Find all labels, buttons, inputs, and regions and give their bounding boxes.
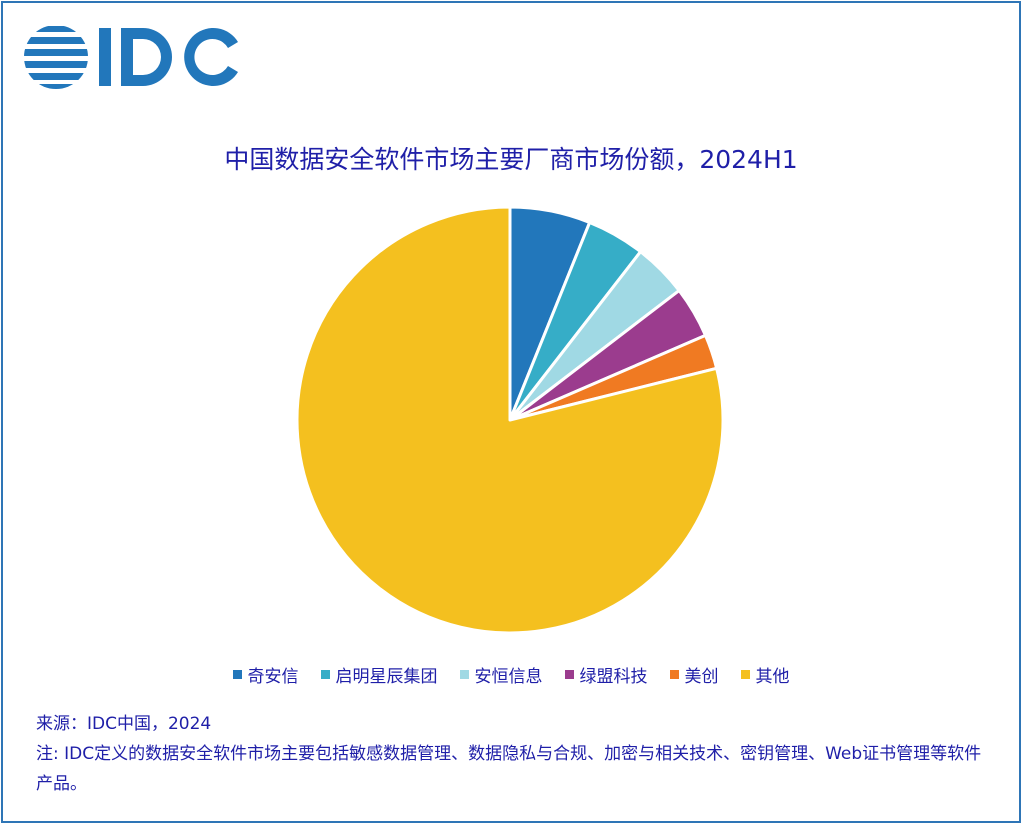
legend-label: 美创 <box>684 667 719 687</box>
chart-title: 中国数据安全软件市场主要厂商市场份额，2024H1 <box>224 145 798 174</box>
legend-swatch <box>669 670 679 679</box>
legend-item: 其他 <box>740 662 790 687</box>
legend-item: 启明星辰集团 <box>320 662 438 687</box>
pie-slice-5 <box>295 205 725 635</box>
definition-note: 注: IDC定义的数据安全软件市场主要包括敏感数据管理、数据隐私与合规、加密与相… <box>36 744 982 794</box>
legend-item: 绿盟科技 <box>564 662 648 687</box>
chart-legend: 奇安信 启明星辰集团 安恒信息 绿盟科技 美创 其他 <box>0 662 1022 687</box>
legend-label: 绿盟科技 <box>579 667 648 687</box>
footnotes: 来源：IDC中国，2024 注: IDC定义的数据安全软件市场主要包括敏感数据管… <box>36 709 996 799</box>
legend-swatch <box>564 670 574 679</box>
legend-item: 美创 <box>669 662 719 687</box>
legend-item: 安恒信息 <box>459 662 543 687</box>
legend-swatch <box>320 670 330 679</box>
legend-label: 其他 <box>755 667 790 687</box>
legend-swatch <box>232 670 242 679</box>
idc-logo <box>24 26 238 89</box>
legend-label: 奇安信 <box>247 667 299 687</box>
legend-swatch <box>740 670 750 679</box>
legend-swatch <box>459 670 469 679</box>
source-note: 来源：IDC中国，2024 <box>36 714 212 734</box>
legend-label: 启明星辰集团 <box>335 667 438 687</box>
legend-label: 安恒信息 <box>474 667 543 687</box>
legend-item: 奇安信 <box>232 662 299 687</box>
